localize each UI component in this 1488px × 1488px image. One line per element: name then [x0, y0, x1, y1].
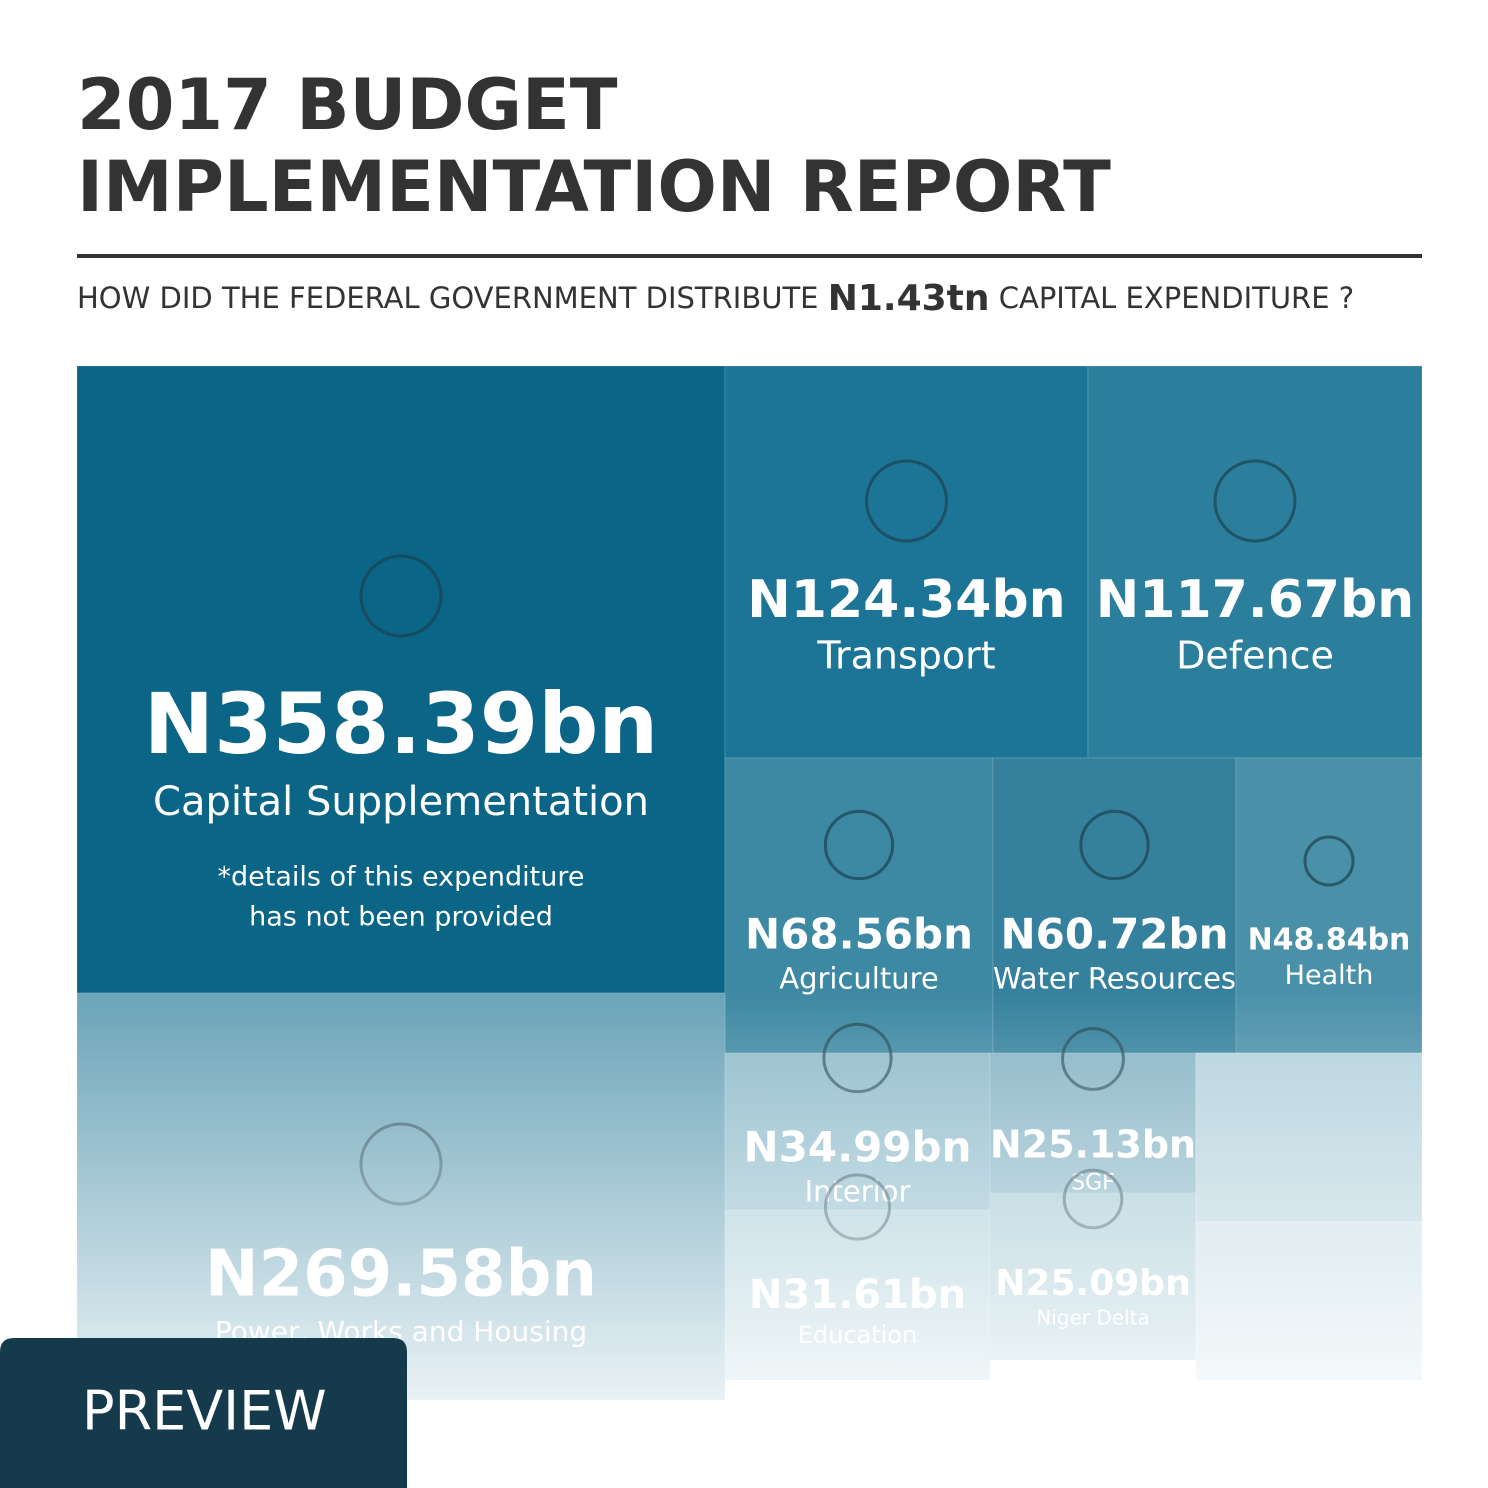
header: 2017 BUDGET IMPLEMENTATION REPORT HOW DI…: [77, 64, 1422, 319]
tile-amount: N358.39bn: [144, 675, 658, 773]
tile-name: Health: [1285, 960, 1374, 991]
tile-amount: N117.67bn: [1096, 570, 1414, 630]
tile-note: has not been provided: [249, 902, 553, 933]
question: HOW DID THE FEDERAL GOVERNMENT DISTRIBUT…: [77, 278, 1354, 319]
tile: [76, 365, 726, 994]
tile-name: Agriculture: [779, 961, 939, 995]
tile-icon: [865, 459, 948, 543]
tile-icon: [359, 554, 443, 638]
tile-amount: N68.56bn: [745, 910, 973, 959]
tile-name: Capital Supplementation: [153, 779, 649, 825]
question-total: N1.43tn: [828, 278, 990, 319]
tile-amount: N60.72bn: [1001, 910, 1229, 959]
badge-bg: [0, 1338, 407, 1488]
tile-icon: [1079, 809, 1150, 881]
tile-name: Transport: [816, 634, 995, 678]
tile-note: *details of this expenditure: [218, 862, 585, 893]
tile-name: Defence: [1176, 634, 1334, 678]
tile-name: Water Resources: [993, 961, 1236, 995]
tile-icon: [1303, 835, 1355, 887]
title-line: IMPLEMENTATION REPORT: [77, 146, 1111, 228]
question-part: HOW DID THE FEDERAL GOVERNMENT DISTRIBUT…: [77, 281, 819, 315]
tile-icon: [823, 809, 895, 881]
tile-amount: N124.34bn: [747, 570, 1065, 630]
tile: [724, 365, 1089, 759]
tile-icon: [1213, 459, 1297, 543]
title-line: 2017 BUDGET: [77, 64, 618, 146]
badge: PREVIEW: [82, 1380, 327, 1443]
tile: [1087, 365, 1423, 759]
tile-amount: N48.84bn: [1248, 923, 1411, 958]
question-part: CAPITAL EXPENDITURE ?: [999, 281, 1354, 315]
